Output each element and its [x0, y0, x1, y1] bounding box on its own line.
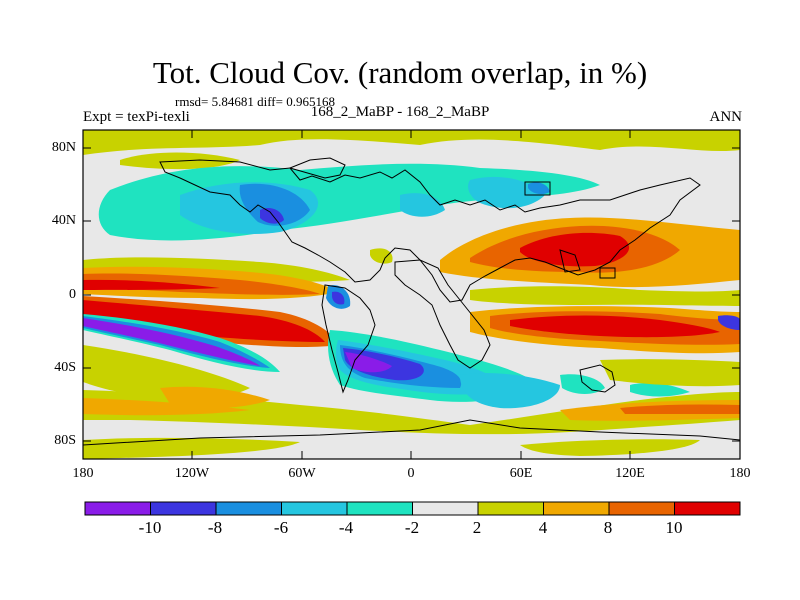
- colorbar-label: 2: [472, 518, 482, 537]
- lat-tick-label: 80N: [51, 140, 76, 155]
- lon-tick-label: 60W: [288, 466, 316, 481]
- lon-tick-label: 0: [407, 466, 415, 481]
- lon-tick-label: 120E: [615, 466, 645, 481]
- colorbar-swatch: [215, 501, 282, 516]
- colorbar-label: 8: [603, 518, 613, 537]
- lat-tick-label: 40S: [54, 360, 76, 375]
- colorbar-swatch: [84, 501, 151, 516]
- coastlines: [83, 157, 740, 446]
- lon-tick-label: 120W: [174, 466, 210, 481]
- colorbar-swatch: [674, 501, 741, 516]
- colorbar-swatch: [150, 501, 217, 516]
- experiment-label: Expt = texPi-texli: [83, 109, 190, 125]
- lon-tick-label: 180: [72, 466, 94, 481]
- comparison-label: 168_2_MaBP - 168_2_MaBP: [310, 104, 490, 120]
- lat-tick-label: 40N: [51, 213, 76, 228]
- stats-label: rmsd= 5.84681 diff= 0.965168: [175, 94, 335, 109]
- colorbar-swatch: [412, 501, 479, 516]
- colorbar-swatch: [543, 501, 610, 516]
- colorbar-label: -8: [207, 518, 223, 537]
- lon-tick-label: 180: [729, 466, 751, 481]
- colorbar-label: 10: [665, 518, 683, 537]
- colorbar-swatch: [477, 501, 544, 516]
- colorbar-swatch: [346, 501, 413, 516]
- colorbar-label: -10: [138, 518, 162, 537]
- map-field: [83, 130, 740, 459]
- lon-tick-label: 60E: [509, 466, 533, 481]
- colorbar-label: -4: [338, 518, 354, 537]
- colorbar-label: -6: [273, 518, 289, 537]
- colorbar-swatch: [608, 501, 675, 516]
- colorbar-label: 4: [538, 518, 548, 537]
- colorbar: [84, 501, 741, 516]
- colorbar-label: -2: [404, 518, 420, 537]
- colorbar-swatch: [281, 501, 348, 516]
- season-label: ANN: [709, 109, 743, 125]
- axis-ticks: [83, 130, 740, 459]
- lat-tick-label: 80S: [54, 433, 76, 448]
- map-title: Tot. Cloud Cov. (random overlap, in %): [152, 55, 648, 90]
- lat-tick-label: 0: [69, 287, 76, 302]
